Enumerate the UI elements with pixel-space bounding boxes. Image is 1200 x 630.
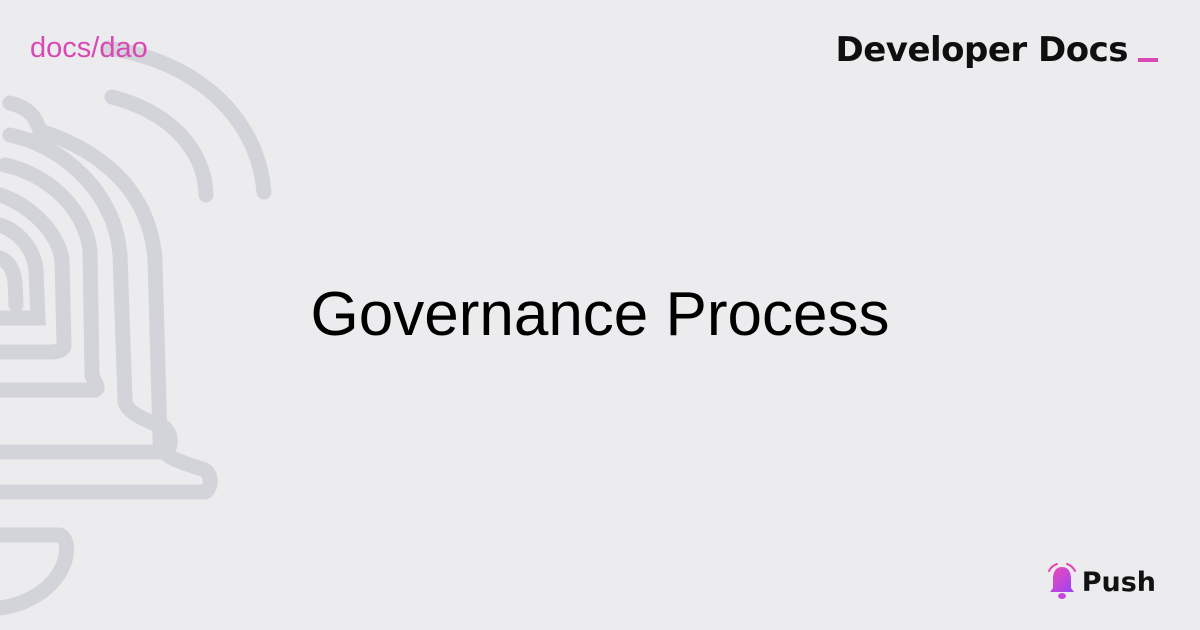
site-brand[interactable]: Developer Docs [835,30,1158,70]
push-logo[interactable]: Push [1044,562,1156,602]
push-bell-icon [1047,563,1076,599]
push-logo-label: Push [1081,566,1156,598]
cursor-underscore-icon [1138,58,1158,62]
breadcrumb[interactable]: docs/dao [30,32,148,64]
page-title: Governance Process [310,280,890,349]
bell-outline-icon [0,40,272,616]
brand-title: Developer Docs [835,30,1129,70]
